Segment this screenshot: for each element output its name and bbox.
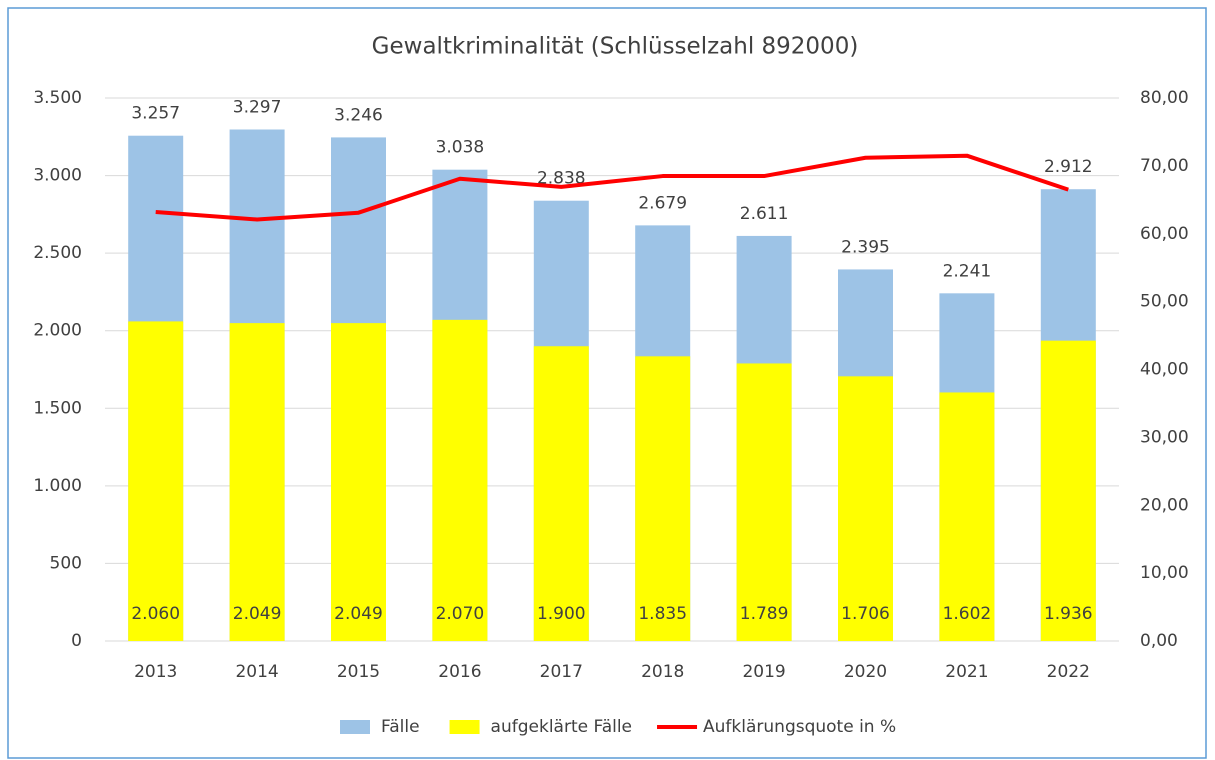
x-tick-label: 2022 — [1047, 662, 1090, 682]
bar — [533, 346, 589, 641]
x-tick-label: 2018 — [641, 662, 684, 682]
data-label: 2.395 — [841, 237, 890, 257]
chart-frame — [7, 7, 1207, 759]
data-label: 1.706 — [841, 604, 890, 624]
data-label: 2.241 — [943, 261, 992, 281]
line — [155, 153, 1069, 222]
data-label: 3.038 — [436, 138, 485, 158]
legend-label: Fälle — [381, 717, 420, 737]
bar — [432, 319, 488, 641]
x-tick-label: 2021 — [945, 662, 988, 682]
data-label: 2.912 — [1044, 157, 1093, 177]
y2-tick-label: 30,00 — [1140, 427, 1189, 447]
y-tick-label: 500 — [50, 553, 82, 573]
y2-tick-label: 60,00 — [1140, 224, 1189, 244]
bar — [331, 323, 386, 641]
y-tick-label: 2.500 — [33, 243, 82, 263]
data-label: 3.246 — [334, 105, 383, 125]
y2-tick-label: 10,00 — [1140, 563, 1189, 583]
data-label: 2.611 — [740, 204, 789, 224]
x-tick-label: 2015 — [337, 662, 380, 682]
data-label: 1.789 — [740, 604, 789, 624]
x-tick-label: 2017 — [540, 662, 583, 682]
x-tick-label: 2020 — [844, 662, 887, 682]
bar — [939, 392, 995, 641]
y-tick-label: 3.000 — [33, 166, 82, 186]
y2-tick-label: 40,00 — [1140, 360, 1189, 380]
y2-tick-label: 20,00 — [1140, 495, 1189, 515]
data-label: 1.835 — [638, 604, 687, 624]
y-tick-label: 3.500 — [33, 88, 82, 108]
data-label: 2.049 — [233, 604, 282, 624]
y-tick-label: 1.500 — [33, 398, 82, 418]
data-label: 2.070 — [436, 604, 485, 624]
bar — [736, 363, 792, 641]
y2-tick-label: 0,00 — [1140, 631, 1178, 651]
x-tick-label: 2016 — [438, 662, 481, 682]
legend-label: Aufklärungsquote in % — [703, 717, 896, 737]
bar — [635, 356, 691, 641]
legend-label: aufgeklärte Fälle — [491, 717, 632, 737]
x-tick-label: 2019 — [742, 662, 785, 682]
data-label: 3.257 — [131, 104, 180, 124]
data-label: 1.602 — [943, 604, 992, 624]
data-label: 1.900 — [537, 604, 586, 624]
bar — [1040, 340, 1096, 641]
y2-tick-label: 80,00 — [1140, 88, 1189, 108]
x-tick-label: 2014 — [235, 662, 278, 682]
data-label: 2.679 — [638, 193, 687, 213]
bar — [128, 321, 184, 641]
legend-swatch — [340, 720, 370, 734]
data-label: 1.936 — [1044, 604, 1093, 624]
y-tick-label: 2.000 — [33, 321, 82, 341]
y2-tick-label: 50,00 — [1140, 292, 1189, 312]
bar — [229, 323, 285, 641]
data-label: 3.297 — [233, 97, 282, 117]
data-label: 2.049 — [334, 604, 383, 624]
y2-tick-label: 70,00 — [1140, 156, 1189, 176]
y-tick-label: 1.000 — [33, 476, 82, 496]
legend-swatch — [449, 720, 480, 734]
y-tick-label: 0 — [71, 631, 82, 651]
x-tick-label: 2013 — [134, 662, 177, 682]
bar — [838, 376, 893, 641]
data-label: 2.060 — [131, 604, 180, 624]
chart-title: Gewaltkriminalität (Schlüsselzahl 892000… — [372, 34, 859, 60]
